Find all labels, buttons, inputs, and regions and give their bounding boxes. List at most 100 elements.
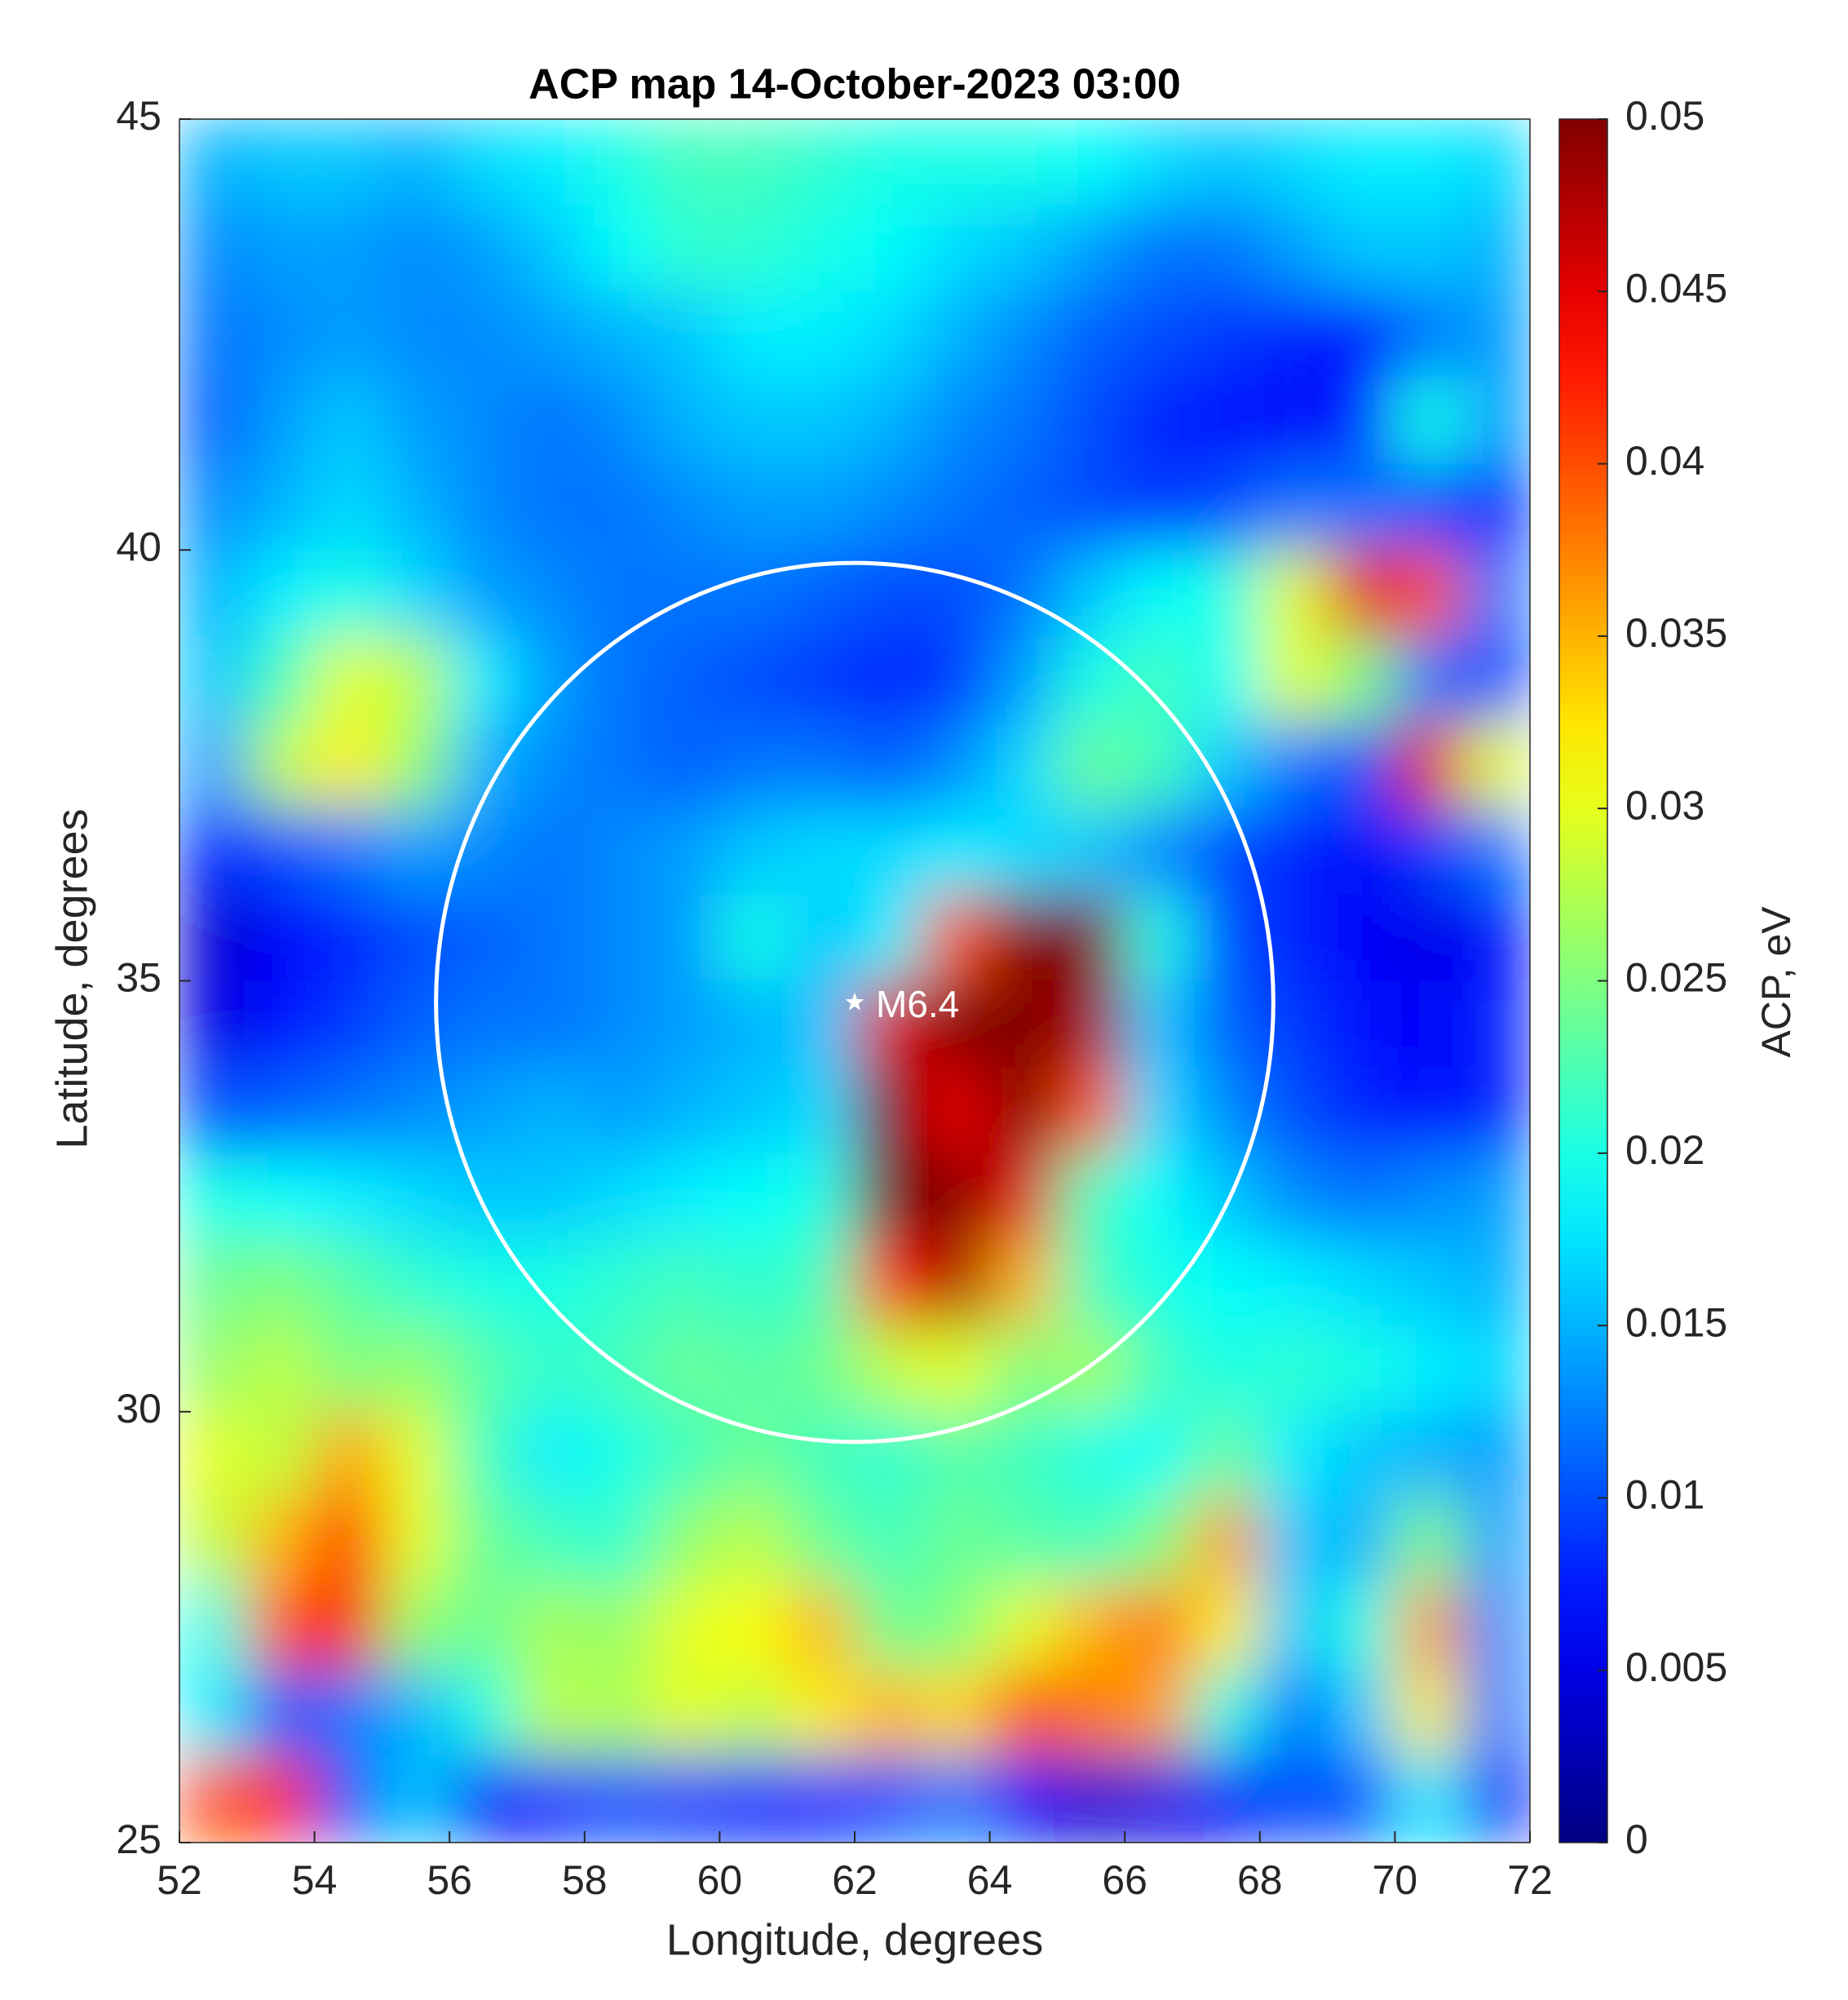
heat-cell (1125, 377, 1193, 465)
colorbar-label: ACP, eV (1753, 906, 1799, 1058)
heat-cell (855, 463, 923, 551)
heat-cell (1327, 1584, 1395, 1671)
heat-cell (179, 722, 248, 809)
heat-cell (1327, 550, 1395, 637)
heat-cell (179, 119, 248, 206)
heat-cell (314, 1670, 382, 1757)
colorbar-tick-label: 0.02 (1625, 1127, 1704, 1173)
colorbar-tick-label: 0.04 (1625, 438, 1704, 484)
heat-cell (719, 635, 788, 723)
heat-cell (1462, 291, 1530, 378)
heat-cell (787, 291, 855, 378)
heat-cell (1327, 1411, 1395, 1498)
heat-cell (1462, 1498, 1530, 1585)
heat-cell (584, 980, 653, 1068)
heat-cell (922, 1584, 991, 1671)
heat-cell (787, 894, 855, 981)
heat-cell (179, 980, 248, 1068)
heat-cell (246, 1067, 316, 1154)
x-axis-label: Longitude, degrees (666, 1915, 1043, 1964)
heat-cell (1192, 1239, 1261, 1326)
heat-cell (584, 377, 653, 465)
heat-cell (1259, 1153, 1329, 1240)
heat-cell (1259, 722, 1329, 809)
heat-cell (449, 980, 518, 1068)
heat-cell (179, 1756, 248, 1843)
heat-cell (989, 894, 1058, 981)
heat-cell (922, 1670, 991, 1757)
heat-cell (517, 1756, 586, 1843)
heat-cell (652, 1153, 720, 1240)
heat-cell (1125, 1411, 1193, 1498)
heat-cell (1395, 1411, 1463, 1498)
heat-cell (652, 291, 720, 378)
heat-cell (1327, 205, 1395, 292)
heat-cell (652, 1239, 720, 1326)
heat-cell (246, 463, 316, 551)
heat-cell (787, 205, 855, 292)
heat-cell (719, 1239, 788, 1326)
heat-cell (855, 1239, 923, 1326)
heat-cell (246, 205, 316, 292)
heat-cell (1259, 119, 1329, 206)
heat-cell (1057, 1325, 1125, 1413)
heat-cell (314, 1584, 382, 1671)
heat-cell (1057, 377, 1125, 465)
heat-cell (1259, 1498, 1329, 1585)
heat-cell (719, 722, 788, 809)
heat-cell (719, 1153, 788, 1240)
heat-cell (449, 894, 518, 981)
y-axis-label: Latitude, degrees (47, 808, 96, 1148)
heat-cell (787, 1756, 855, 1843)
colorbar-tick-label: 0.03 (1625, 782, 1704, 828)
heat-cell (1125, 205, 1193, 292)
heat-cell (584, 463, 653, 551)
heat-cell (246, 1153, 316, 1240)
heat-cell (382, 1239, 450, 1326)
heat-cell (1462, 808, 1530, 896)
heat-cell (1192, 1670, 1261, 1757)
heat-cell (922, 894, 991, 981)
heat-cell (855, 377, 923, 465)
heat-cell (922, 1756, 991, 1843)
heat-cell (1327, 377, 1395, 465)
heat-cell (1259, 1067, 1329, 1154)
heat-cell (314, 291, 382, 378)
heat-cell (719, 894, 788, 981)
heat-cell (517, 722, 586, 809)
heat-cell (652, 119, 720, 206)
heat-cell (1462, 1239, 1530, 1326)
x-tick-label: 68 (1237, 1857, 1283, 1903)
heat-cell (1327, 1756, 1395, 1843)
heat-cell (719, 1325, 788, 1413)
heat-cell (1259, 1670, 1329, 1757)
heat-cell (1192, 1756, 1261, 1843)
heat-cell (179, 808, 248, 896)
heat-cell (1395, 1325, 1463, 1413)
heat-cell (584, 291, 653, 378)
heat-cell (449, 1498, 518, 1585)
x-tick-label: 64 (967, 1857, 1013, 1903)
heat-cell (584, 1756, 653, 1843)
heat-cell (1125, 1584, 1193, 1671)
heat-cell (719, 1498, 788, 1585)
heat-cell (787, 1498, 855, 1585)
heat-cell (314, 1067, 382, 1154)
heat-cell (1327, 1153, 1395, 1240)
heat-cell (449, 1411, 518, 1498)
heat-cell (517, 1670, 586, 1757)
heat-cell (1462, 635, 1530, 723)
heat-cell (179, 635, 248, 723)
heat-cell (922, 1239, 991, 1326)
heat-cell (787, 1067, 855, 1154)
heat-cell (989, 1411, 1058, 1498)
heat-cell (652, 635, 720, 723)
heat-cell (1057, 463, 1125, 551)
heat-cell (584, 1584, 653, 1671)
heat-cell (179, 1670, 248, 1757)
heat-cell (584, 205, 653, 292)
heat-cell (246, 550, 316, 637)
heat-cell (1057, 205, 1125, 292)
heat-cell (1125, 722, 1193, 809)
heat-cell (246, 808, 316, 896)
